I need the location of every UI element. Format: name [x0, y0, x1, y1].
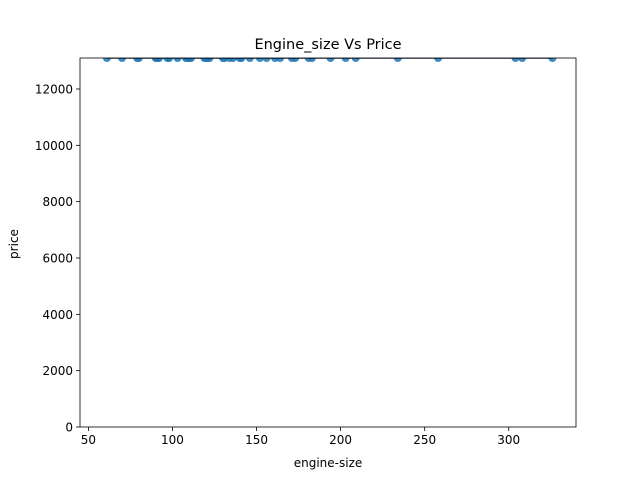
data-point	[134, 58, 143, 62]
y-tick-label: 0	[65, 421, 73, 435]
data-point	[326, 58, 335, 62]
data-point	[155, 58, 164, 62]
data-point	[276, 58, 285, 62]
data-point	[237, 58, 246, 62]
x-axis-label: engine-size	[294, 456, 363, 470]
data-point	[229, 58, 238, 62]
y-tick-label: 8000	[42, 195, 73, 209]
data-point	[393, 58, 402, 62]
data-point	[511, 58, 520, 62]
data-point	[291, 58, 300, 62]
plot-area	[102, 58, 557, 62]
data-point	[102, 58, 111, 62]
x-tick-label: 200	[329, 433, 352, 447]
axes-frame	[79, 57, 577, 428]
data-point	[245, 58, 254, 62]
data-point	[548, 58, 557, 62]
y-axis-label: price	[7, 229, 21, 259]
x-tick-label: 250	[413, 433, 436, 447]
data-point	[165, 58, 174, 62]
y-tick-label: 2000	[42, 364, 73, 378]
data-point	[205, 58, 214, 62]
x-tick-label: 50	[81, 433, 96, 447]
x-tick-label: 300	[497, 433, 520, 447]
data-point	[308, 58, 317, 62]
data-point	[434, 58, 443, 62]
y-tick-label: 4000	[42, 308, 73, 322]
data-point	[255, 58, 264, 62]
y-tick-label: 6000	[42, 251, 73, 265]
data-point	[518, 58, 527, 62]
data-point	[186, 58, 195, 62]
data-point	[351, 58, 360, 62]
chart-title: Engine_size Vs Price	[254, 37, 401, 53]
y-tick-label: 12000	[35, 82, 73, 96]
x-tick-label: 100	[161, 433, 184, 447]
data-point	[173, 58, 182, 62]
data-point	[118, 58, 127, 62]
plot-content	[102, 58, 557, 62]
data-point	[262, 58, 271, 62]
axes: 50 100 150 200 250 300 0 2000 4000 6000 8000 10000 1…	[35, 57, 577, 447]
x-tick-label: 150	[245, 433, 268, 447]
y-tick-label: 10000	[35, 139, 73, 153]
data-point	[341, 58, 350, 62]
